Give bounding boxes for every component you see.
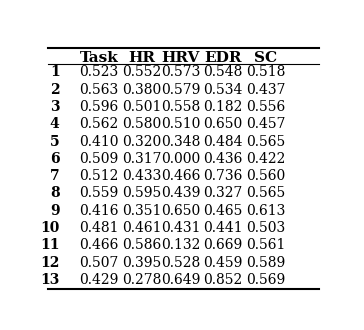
Text: 0.132: 0.132	[161, 238, 201, 252]
Text: EDR: EDR	[205, 51, 242, 65]
Text: 0.613: 0.613	[246, 204, 285, 218]
Text: 0.436: 0.436	[203, 152, 243, 166]
Text: 0.327: 0.327	[203, 186, 243, 201]
Text: 0.459: 0.459	[203, 256, 243, 270]
Text: 0.586: 0.586	[122, 238, 161, 252]
Text: Task: Task	[80, 51, 118, 65]
Text: 0.509: 0.509	[79, 152, 119, 166]
Text: 0.528: 0.528	[161, 256, 201, 270]
Text: 9: 9	[50, 204, 60, 218]
Text: 0.563: 0.563	[79, 83, 119, 97]
Text: 0.565: 0.565	[246, 135, 285, 148]
Text: 0.562: 0.562	[79, 117, 119, 131]
Text: 0.481: 0.481	[79, 221, 119, 235]
Text: 0.317: 0.317	[122, 152, 161, 166]
Text: 0.650: 0.650	[203, 117, 243, 131]
Text: 0.484: 0.484	[203, 135, 243, 148]
Text: 0.561: 0.561	[246, 238, 285, 252]
Text: 0.348: 0.348	[161, 135, 201, 148]
Text: 0.556: 0.556	[246, 100, 285, 114]
Text: 0.736: 0.736	[203, 169, 243, 183]
Text: HR: HR	[128, 51, 155, 65]
Text: 0.465: 0.465	[203, 204, 243, 218]
Text: 0.431: 0.431	[161, 221, 201, 235]
Text: 0.669: 0.669	[203, 238, 243, 252]
Text: 11: 11	[40, 238, 60, 252]
Text: 0.503: 0.503	[246, 221, 285, 235]
Text: 0.552: 0.552	[122, 65, 161, 80]
Text: 0.422: 0.422	[246, 152, 285, 166]
Text: 0.565: 0.565	[246, 186, 285, 201]
Text: 6: 6	[50, 152, 60, 166]
Text: 0.558: 0.558	[161, 100, 201, 114]
Text: 1: 1	[50, 65, 60, 80]
Text: 0.559: 0.559	[79, 186, 119, 201]
Text: 0.507: 0.507	[79, 256, 119, 270]
Text: 0.278: 0.278	[122, 273, 161, 287]
Text: 0.437: 0.437	[246, 83, 285, 97]
Text: 0.466: 0.466	[161, 169, 201, 183]
Text: 0.441: 0.441	[203, 221, 243, 235]
Text: 0.548: 0.548	[203, 65, 243, 80]
Text: HRV: HRV	[162, 51, 200, 65]
Text: 3: 3	[50, 100, 60, 114]
Text: 0.573: 0.573	[161, 65, 201, 80]
Text: 0.000: 0.000	[161, 152, 201, 166]
Text: 0.596: 0.596	[79, 100, 119, 114]
Text: 0.589: 0.589	[246, 256, 285, 270]
Text: 0.351: 0.351	[122, 204, 161, 218]
Text: 0.579: 0.579	[161, 83, 201, 97]
Text: SC: SC	[254, 51, 277, 65]
Text: 0.501: 0.501	[122, 100, 161, 114]
Text: 0.510: 0.510	[161, 117, 201, 131]
Text: 2: 2	[50, 83, 60, 97]
Text: 0.416: 0.416	[79, 204, 119, 218]
Text: 0.410: 0.410	[79, 135, 119, 148]
Text: 0.518: 0.518	[246, 65, 285, 80]
Text: 10: 10	[40, 221, 60, 235]
Text: 0.580: 0.580	[122, 117, 161, 131]
Text: 0.512: 0.512	[79, 169, 119, 183]
Text: 0.534: 0.534	[203, 83, 243, 97]
Text: 0.852: 0.852	[203, 273, 243, 287]
Text: 12: 12	[40, 256, 60, 270]
Text: 0.461: 0.461	[122, 221, 161, 235]
Text: 0.395: 0.395	[122, 256, 161, 270]
Text: 5: 5	[50, 135, 60, 148]
Text: 0.560: 0.560	[246, 169, 285, 183]
Text: 0.380: 0.380	[122, 83, 161, 97]
Text: 0.595: 0.595	[122, 186, 161, 201]
Text: 0.320: 0.320	[122, 135, 161, 148]
Text: 0.439: 0.439	[161, 186, 201, 201]
Text: 4: 4	[50, 117, 60, 131]
Text: 0.429: 0.429	[79, 273, 119, 287]
Text: 13: 13	[40, 273, 60, 287]
Text: 8: 8	[50, 186, 60, 201]
Text: 0.457: 0.457	[246, 117, 285, 131]
Text: 0.523: 0.523	[79, 65, 119, 80]
Text: 0.433: 0.433	[122, 169, 161, 183]
Text: 0.649: 0.649	[161, 273, 201, 287]
Text: 0.182: 0.182	[203, 100, 243, 114]
Text: 7: 7	[50, 169, 60, 183]
Text: 0.466: 0.466	[79, 238, 119, 252]
Text: 0.650: 0.650	[161, 204, 201, 218]
Text: 0.569: 0.569	[246, 273, 285, 287]
